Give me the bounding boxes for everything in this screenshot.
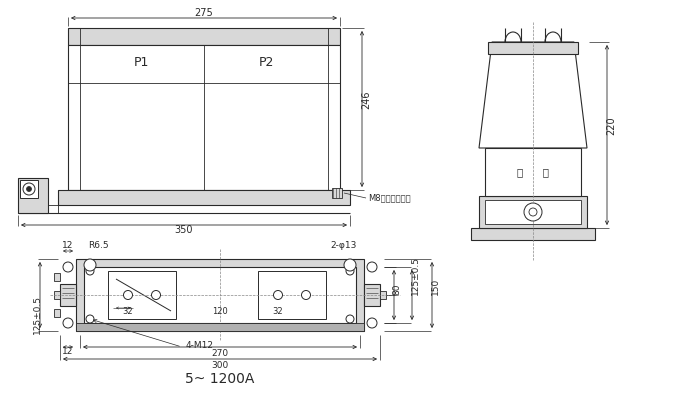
Circle shape — [23, 183, 35, 195]
Bar — [488, 42, 578, 54]
Text: 2-φ13: 2-φ13 — [331, 241, 357, 249]
Text: 220: 220 — [606, 116, 616, 135]
Circle shape — [26, 186, 32, 192]
Circle shape — [274, 290, 282, 300]
Circle shape — [346, 315, 354, 323]
Bar — [58, 190, 350, 205]
Bar — [471, 228, 595, 240]
Text: 275: 275 — [195, 8, 214, 18]
Bar — [485, 200, 581, 224]
Text: 4-M12: 4-M12 — [186, 341, 214, 350]
Bar — [54, 291, 60, 299]
Circle shape — [301, 290, 311, 300]
Bar — [84, 267, 356, 323]
Text: 32: 32 — [123, 307, 133, 315]
Bar — [332, 188, 342, 198]
Bar — [68, 28, 340, 45]
Text: 300: 300 — [212, 360, 228, 369]
Circle shape — [346, 267, 354, 275]
Circle shape — [84, 259, 96, 271]
Text: R6.5: R6.5 — [88, 241, 109, 249]
Circle shape — [123, 290, 133, 300]
Text: 246: 246 — [361, 90, 371, 109]
Bar — [54, 309, 60, 317]
Bar — [54, 273, 60, 281]
Bar — [18, 178, 48, 213]
Bar — [485, 148, 581, 196]
Bar — [364, 284, 380, 306]
Text: 80: 80 — [392, 284, 402, 295]
Circle shape — [529, 208, 537, 216]
Text: 5~ 1200A: 5~ 1200A — [185, 372, 255, 386]
Bar — [380, 291, 386, 299]
Text: 270: 270 — [212, 348, 228, 358]
Circle shape — [86, 267, 94, 275]
Circle shape — [344, 259, 356, 271]
Text: M8接地螺栓位置: M8接地螺栓位置 — [368, 194, 410, 202]
Text: P1: P1 — [133, 57, 149, 70]
Circle shape — [367, 262, 377, 272]
Circle shape — [152, 290, 160, 300]
Text: 32: 32 — [273, 307, 283, 315]
Bar — [60, 284, 76, 306]
Text: P2: P2 — [259, 57, 274, 70]
Bar — [258, 271, 326, 319]
Bar — [68, 45, 340, 190]
Circle shape — [86, 315, 94, 323]
Bar — [108, 271, 176, 319]
Text: 125±0.5: 125±0.5 — [410, 256, 419, 295]
Circle shape — [63, 318, 73, 328]
Text: 150: 150 — [431, 278, 439, 295]
Bar — [76, 323, 364, 331]
Polygon shape — [479, 42, 587, 148]
Circle shape — [367, 318, 377, 328]
Bar — [479, 196, 587, 228]
Bar — [20, 180, 38, 198]
Text: 銘      牌: 銘 牌 — [517, 167, 549, 177]
Text: 120: 120 — [212, 307, 228, 315]
Text: 12: 12 — [62, 347, 73, 356]
Text: 12: 12 — [62, 241, 73, 249]
Circle shape — [63, 262, 73, 272]
Text: 125±0.5: 125±0.5 — [32, 295, 42, 334]
Bar — [76, 259, 364, 331]
Text: 350: 350 — [175, 225, 193, 235]
Circle shape — [524, 203, 542, 221]
